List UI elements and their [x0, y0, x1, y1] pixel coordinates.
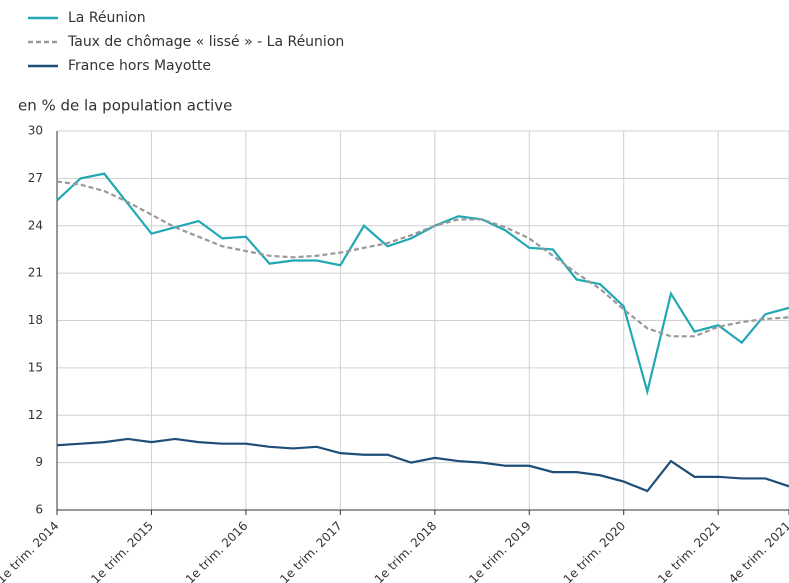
x-tick-label: 1e trim. 2021 [655, 519, 723, 583]
y-tick-label: 9 [35, 455, 43, 469]
x-tick-label: 1e trim. 2018 [372, 519, 440, 583]
legend-label: La Réunion [68, 10, 146, 26]
line-series [56, 180, 789, 338]
x-tick-label: 4e trim. 2021 [726, 519, 789, 583]
y-axis-label: en % de la population active [18, 97, 232, 115]
x-tick-label: 1e trim. 2017 [277, 519, 345, 583]
line-series [56, 172, 789, 396]
legend-label: France hors Mayotte [68, 58, 211, 74]
x-tick-label: 1e trim. 2019 [466, 519, 534, 583]
legend-label: Taux de chômage « lissé » - La Réunion [67, 34, 344, 50]
y-tick-label: 30 [28, 124, 43, 138]
y-tick-label: 18 [28, 313, 43, 327]
y-tick-label: 15 [28, 360, 43, 374]
x-tick-label: 1e trim. 2016 [183, 519, 251, 583]
x-tick-label: 1e trim. 2014 [0, 519, 62, 583]
x-tick-label: 1e trim. 2020 [561, 519, 629, 583]
x-tick-label: 1e trim. 2015 [88, 519, 156, 583]
y-tick-label: 27 [28, 171, 43, 185]
y-tick-label: 6 [35, 503, 43, 517]
y-tick-label: 24 [28, 218, 43, 232]
line-series [56, 437, 789, 493]
y-tick-label: 12 [28, 408, 43, 422]
y-tick-label: 21 [28, 266, 43, 280]
